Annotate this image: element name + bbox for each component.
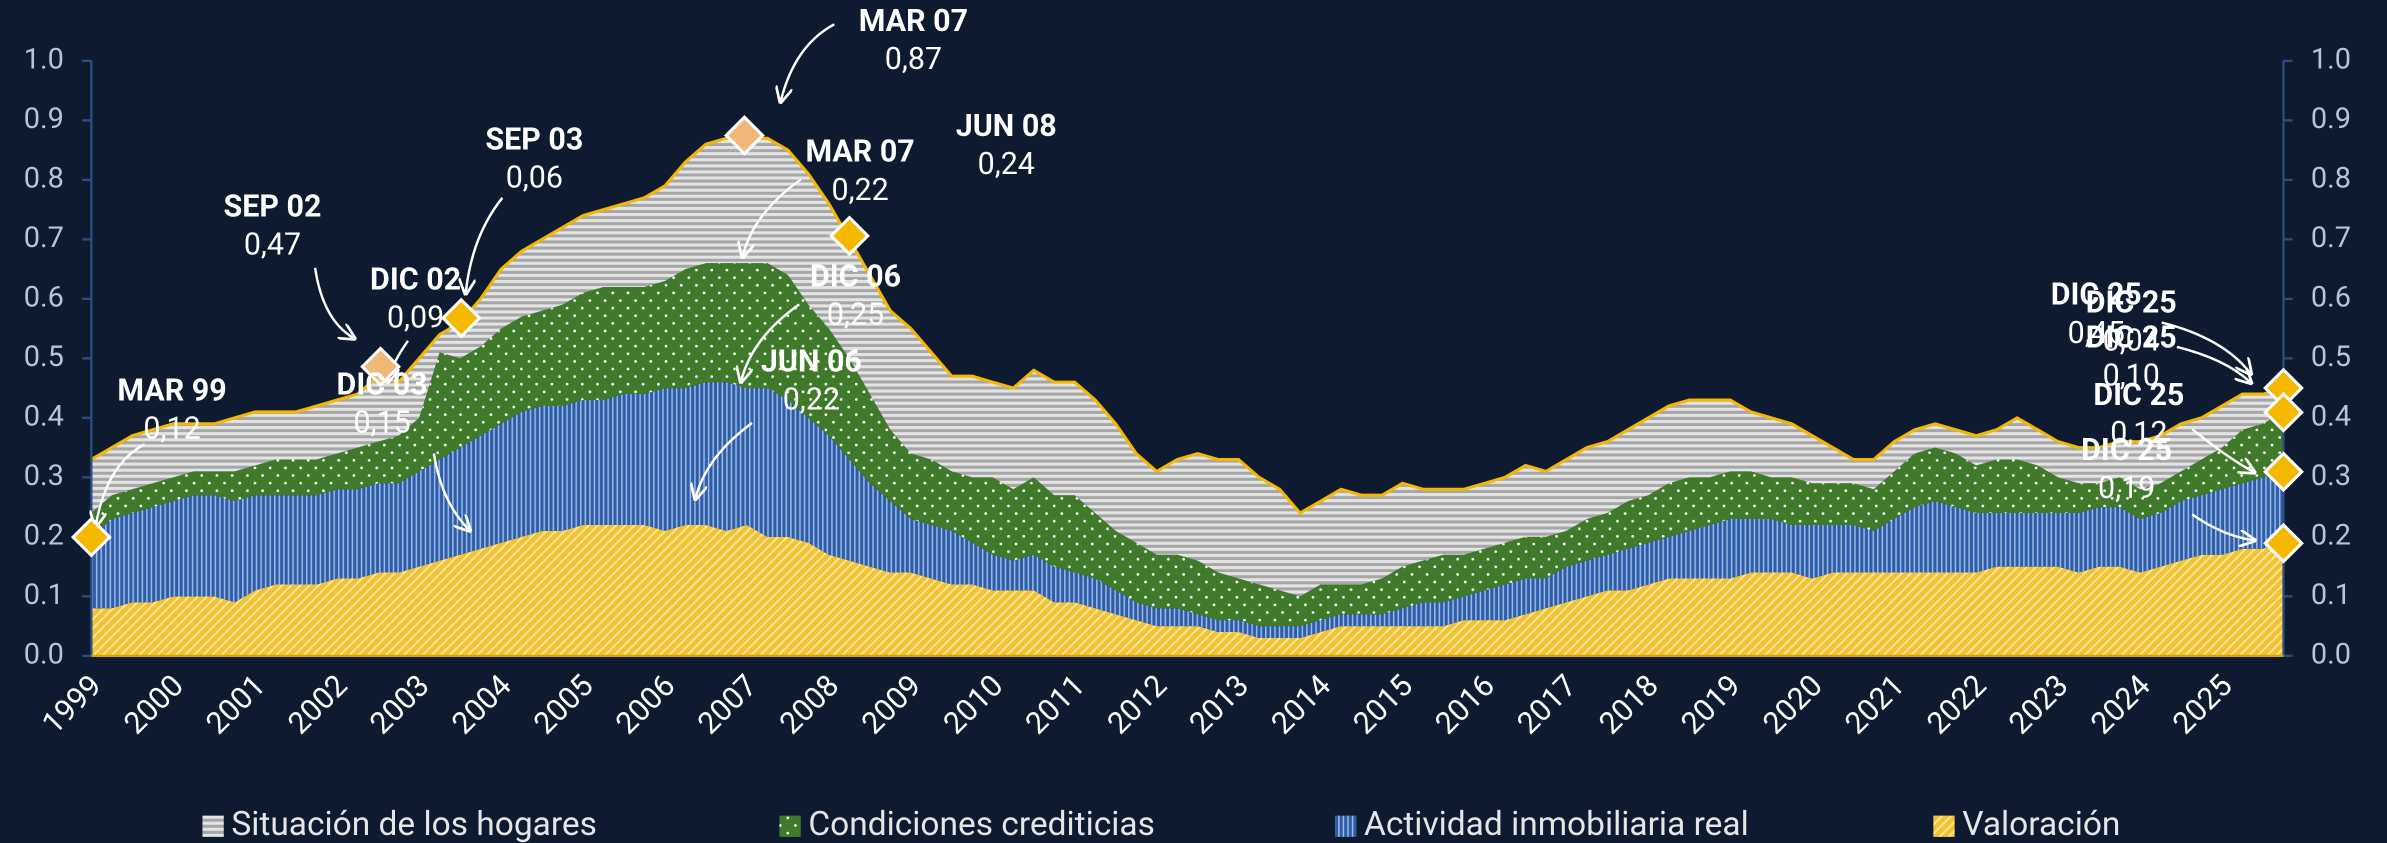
annotation-markers: [70, 115, 2304, 564]
annotation-value: 0,45: [2068, 316, 2125, 351]
y-tick-label: 0.0: [24, 637, 64, 671]
arrow: [2191, 428, 2253, 472]
y-tick-label: 0.7: [24, 221, 64, 255]
y-tick-label: 0.2: [24, 518, 64, 552]
annotation-value: 0,09: [387, 301, 444, 336]
legend-swatch: [1933, 815, 1955, 837]
annotation-value: 0,22: [783, 383, 840, 418]
y2-tick-label: 0.5: [2311, 340, 2351, 374]
annotation-date: JUN 08: [956, 109, 1057, 144]
arrow: [96, 443, 146, 525]
arrow: [2191, 513, 2253, 540]
arrow: [696, 422, 753, 498]
legend-label: Valoración: [1962, 805, 2120, 843]
annotation-date: SEP 03: [485, 123, 583, 158]
y2-tick-label: 0.1: [2311, 578, 2351, 612]
annotation-date: SEP 02: [224, 190, 322, 225]
arrow: [432, 453, 469, 529]
legend-swatch: [202, 815, 224, 837]
legend-label: Actividad inmobiliaria real: [1364, 805, 1749, 843]
legend: Situación de los hogares Condiciones cred…: [202, 805, 2120, 843]
arrow: [741, 303, 800, 380]
annotation-date: MAR 99: [117, 374, 226, 409]
arrow: [2161, 321, 2250, 373]
arrow: [466, 197, 504, 292]
annotation-value: 0,15: [353, 406, 410, 441]
marker: [2263, 391, 2304, 433]
annotation-date: DIC 25: [2051, 278, 2142, 313]
y2-tick-label: 0.8: [2311, 162, 2351, 196]
area: [91, 382, 2284, 638]
annotation-value: 0,25: [827, 298, 884, 333]
marker: [2263, 522, 2304, 564]
annotation-date: DIC 25: [2093, 378, 2184, 413]
y-tick-label: 0.8: [24, 162, 64, 196]
annotation-date: DIC 03: [337, 368, 428, 403]
annotation-arrows: [96, 23, 2253, 540]
annotation-value: 0,04: [2103, 323, 2160, 358]
y2-tick-label: 0.3: [2311, 459, 2351, 493]
arrow: [743, 178, 802, 256]
y-tick-label: 0.3: [24, 459, 64, 493]
legend-label: Situación de los hogares: [231, 805, 597, 843]
marker: [723, 115, 765, 156]
legend-swatch: [1335, 815, 1357, 837]
annotation-value: 0,12: [2110, 416, 2167, 451]
annotation-date: DIC 02: [370, 263, 461, 298]
y-tick-label: 0.4: [24, 399, 64, 433]
annotation-value: 0,19: [2098, 471, 2155, 506]
annotation-value: 0,22: [831, 173, 888, 208]
annotation-date: MAR 07: [859, 4, 968, 39]
y-tick-label: 0.6: [24, 280, 64, 314]
annotation-value: 0,10: [2103, 358, 2160, 393]
marker: [829, 215, 870, 257]
annotation-value: 0,87: [885, 42, 942, 77]
marker: [70, 516, 112, 558]
marker: [360, 346, 402, 388]
legend-label: Condiciones crediticias: [808, 805, 1155, 843]
annotation-date: DIC 06: [810, 259, 901, 294]
y2-tick-label: 0.0: [2311, 637, 2351, 671]
y2-tick-label: 0.6: [2311, 280, 2351, 314]
y-tick-label: 0.1: [24, 578, 64, 612]
marker: [440, 297, 482, 339]
y2-tick-label: 0.4: [2311, 399, 2351, 433]
arrow: [781, 23, 835, 100]
annotation-date: DIC 25: [2086, 285, 2177, 320]
annotation-date: DIC 25: [2086, 320, 2177, 355]
arrow: [313, 267, 353, 338]
annotation-value: 0,24: [978, 147, 1035, 182]
annotation-value: 0,12: [143, 412, 200, 447]
annotation-value: 0,06: [506, 161, 563, 196]
arrow: [2176, 345, 2250, 382]
annotation-date: DIC 25: [2081, 433, 2172, 468]
y2-tick-label: 0.9: [2311, 102, 2351, 136]
annotation-date: MAR 07: [805, 135, 914, 170]
area: [91, 524, 2284, 656]
annotation-date: JUN 06: [761, 345, 862, 380]
area: [91, 138, 2284, 597]
marker: [2263, 451, 2304, 493]
area: [91, 263, 2284, 627]
y-tick-label: 1.0: [24, 43, 64, 77]
y2-tick-label: 1.0: [2311, 43, 2351, 77]
y-tick-label: 0.9: [24, 102, 64, 136]
y2-tick-label: 0.2: [2311, 518, 2351, 552]
y2-tick-label: 0.7: [2311, 221, 2351, 255]
y-tick-label: 0.5: [24, 340, 64, 374]
legend-swatch: [779, 815, 801, 837]
annotation-value: 0,47: [244, 228, 301, 263]
